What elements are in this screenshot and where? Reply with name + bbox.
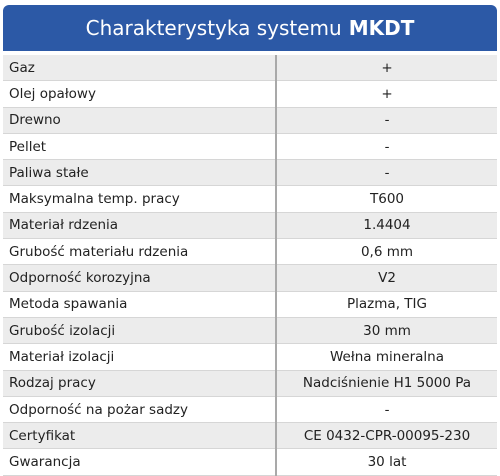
- property-name: Certyfikat: [3, 422, 277, 450]
- table-row: Certyfikat CE 0432-CPR-00095-230: [3, 422, 497, 450]
- property-name: Paliwa stałe: [3, 159, 277, 187]
- table-row: Odporność na pożar sadzy -: [3, 396, 497, 424]
- property-value: Plazma, TIG: [276, 291, 497, 318]
- spec-card: Charakterystyka systemu MKDT Gaz + Olej op…: [3, 5, 497, 476]
- table-row: Grubość materiału rdzenia 0,6 mm: [3, 238, 497, 266]
- property-name: Grubość izolacji: [3, 317, 277, 345]
- property-name: Pellet: [3, 133, 277, 161]
- property-value: V2: [276, 264, 497, 292]
- property-name: Materiał izolacji: [3, 343, 277, 371]
- property-value: -: [276, 159, 497, 187]
- property-name: Metoda spawania: [3, 291, 277, 318]
- property-name: Grubość materiału rdzenia: [3, 238, 277, 266]
- title: Charakterystyka systemu: [85, 16, 342, 40]
- property-value: 0,6 mm: [276, 238, 497, 266]
- table-row: Maksymalna temp. pracy T600: [3, 185, 497, 213]
- property-name: Odporność na pożar sadzy: [3, 396, 277, 424]
- table-row: Materiał rdzenia 1.4404: [3, 212, 497, 240]
- property-value: +: [276, 80, 497, 108]
- property-name: Maksymalna temp. pracy: [3, 185, 277, 213]
- table-row: Gaz +: [3, 55, 497, 82]
- table-row: Paliwa stałe -: [3, 159, 497, 187]
- table-row: Grubość izolacji 30 mm: [3, 317, 497, 345]
- spec-table: Gaz + Olej opałowy + Drewno - Pellet - Paliwa st…: [3, 55, 497, 476]
- table-row: Materiał izolacji Wełna mineralna: [3, 343, 497, 371]
- property-name: Rodzaj pracy: [3, 370, 277, 397]
- table-row: Gwarancja 30 lat: [3, 448, 497, 476]
- table-row: Drewno -: [3, 107, 497, 134]
- property-value: +: [276, 55, 497, 82]
- title-emphasis: MKDT: [348, 16, 415, 40]
- table-row: Odporność korozyjna V2: [3, 264, 497, 292]
- property-value: Wełna mineralna: [276, 343, 497, 371]
- header: Charakterystyka systemu MKDT: [3, 5, 497, 51]
- property-name: Odporność korozyjna: [3, 264, 277, 292]
- property-name: Drewno: [3, 107, 277, 134]
- property-value: -: [276, 133, 497, 161]
- property-value: Nadciśnienie H1 5000 Pa: [276, 370, 497, 397]
- table-row: Metoda spawania Plazma, TIG: [3, 291, 497, 318]
- property-value: T600: [276, 185, 497, 213]
- table-row: Olej opałowy +: [3, 80, 497, 108]
- table-row: Rodzaj pracy Nadciśnienie H1 5000 Pa: [3, 370, 497, 397]
- table-row: Pellet -: [3, 133, 497, 161]
- property-name: Olej opałowy: [3, 80, 277, 108]
- property-value: 30 mm: [276, 317, 497, 345]
- property-value: 1.4404: [276, 212, 497, 240]
- property-value: -: [276, 107, 497, 134]
- property-value: CE 0432-CPR-00095-230: [276, 422, 497, 450]
- property-value: -: [276, 396, 497, 424]
- property-name: Gwarancja: [3, 448, 277, 476]
- property-name: Materiał rdzenia: [3, 212, 277, 240]
- property-name: Gaz: [3, 55, 277, 82]
- property-value: 30 lat: [276, 448, 497, 476]
